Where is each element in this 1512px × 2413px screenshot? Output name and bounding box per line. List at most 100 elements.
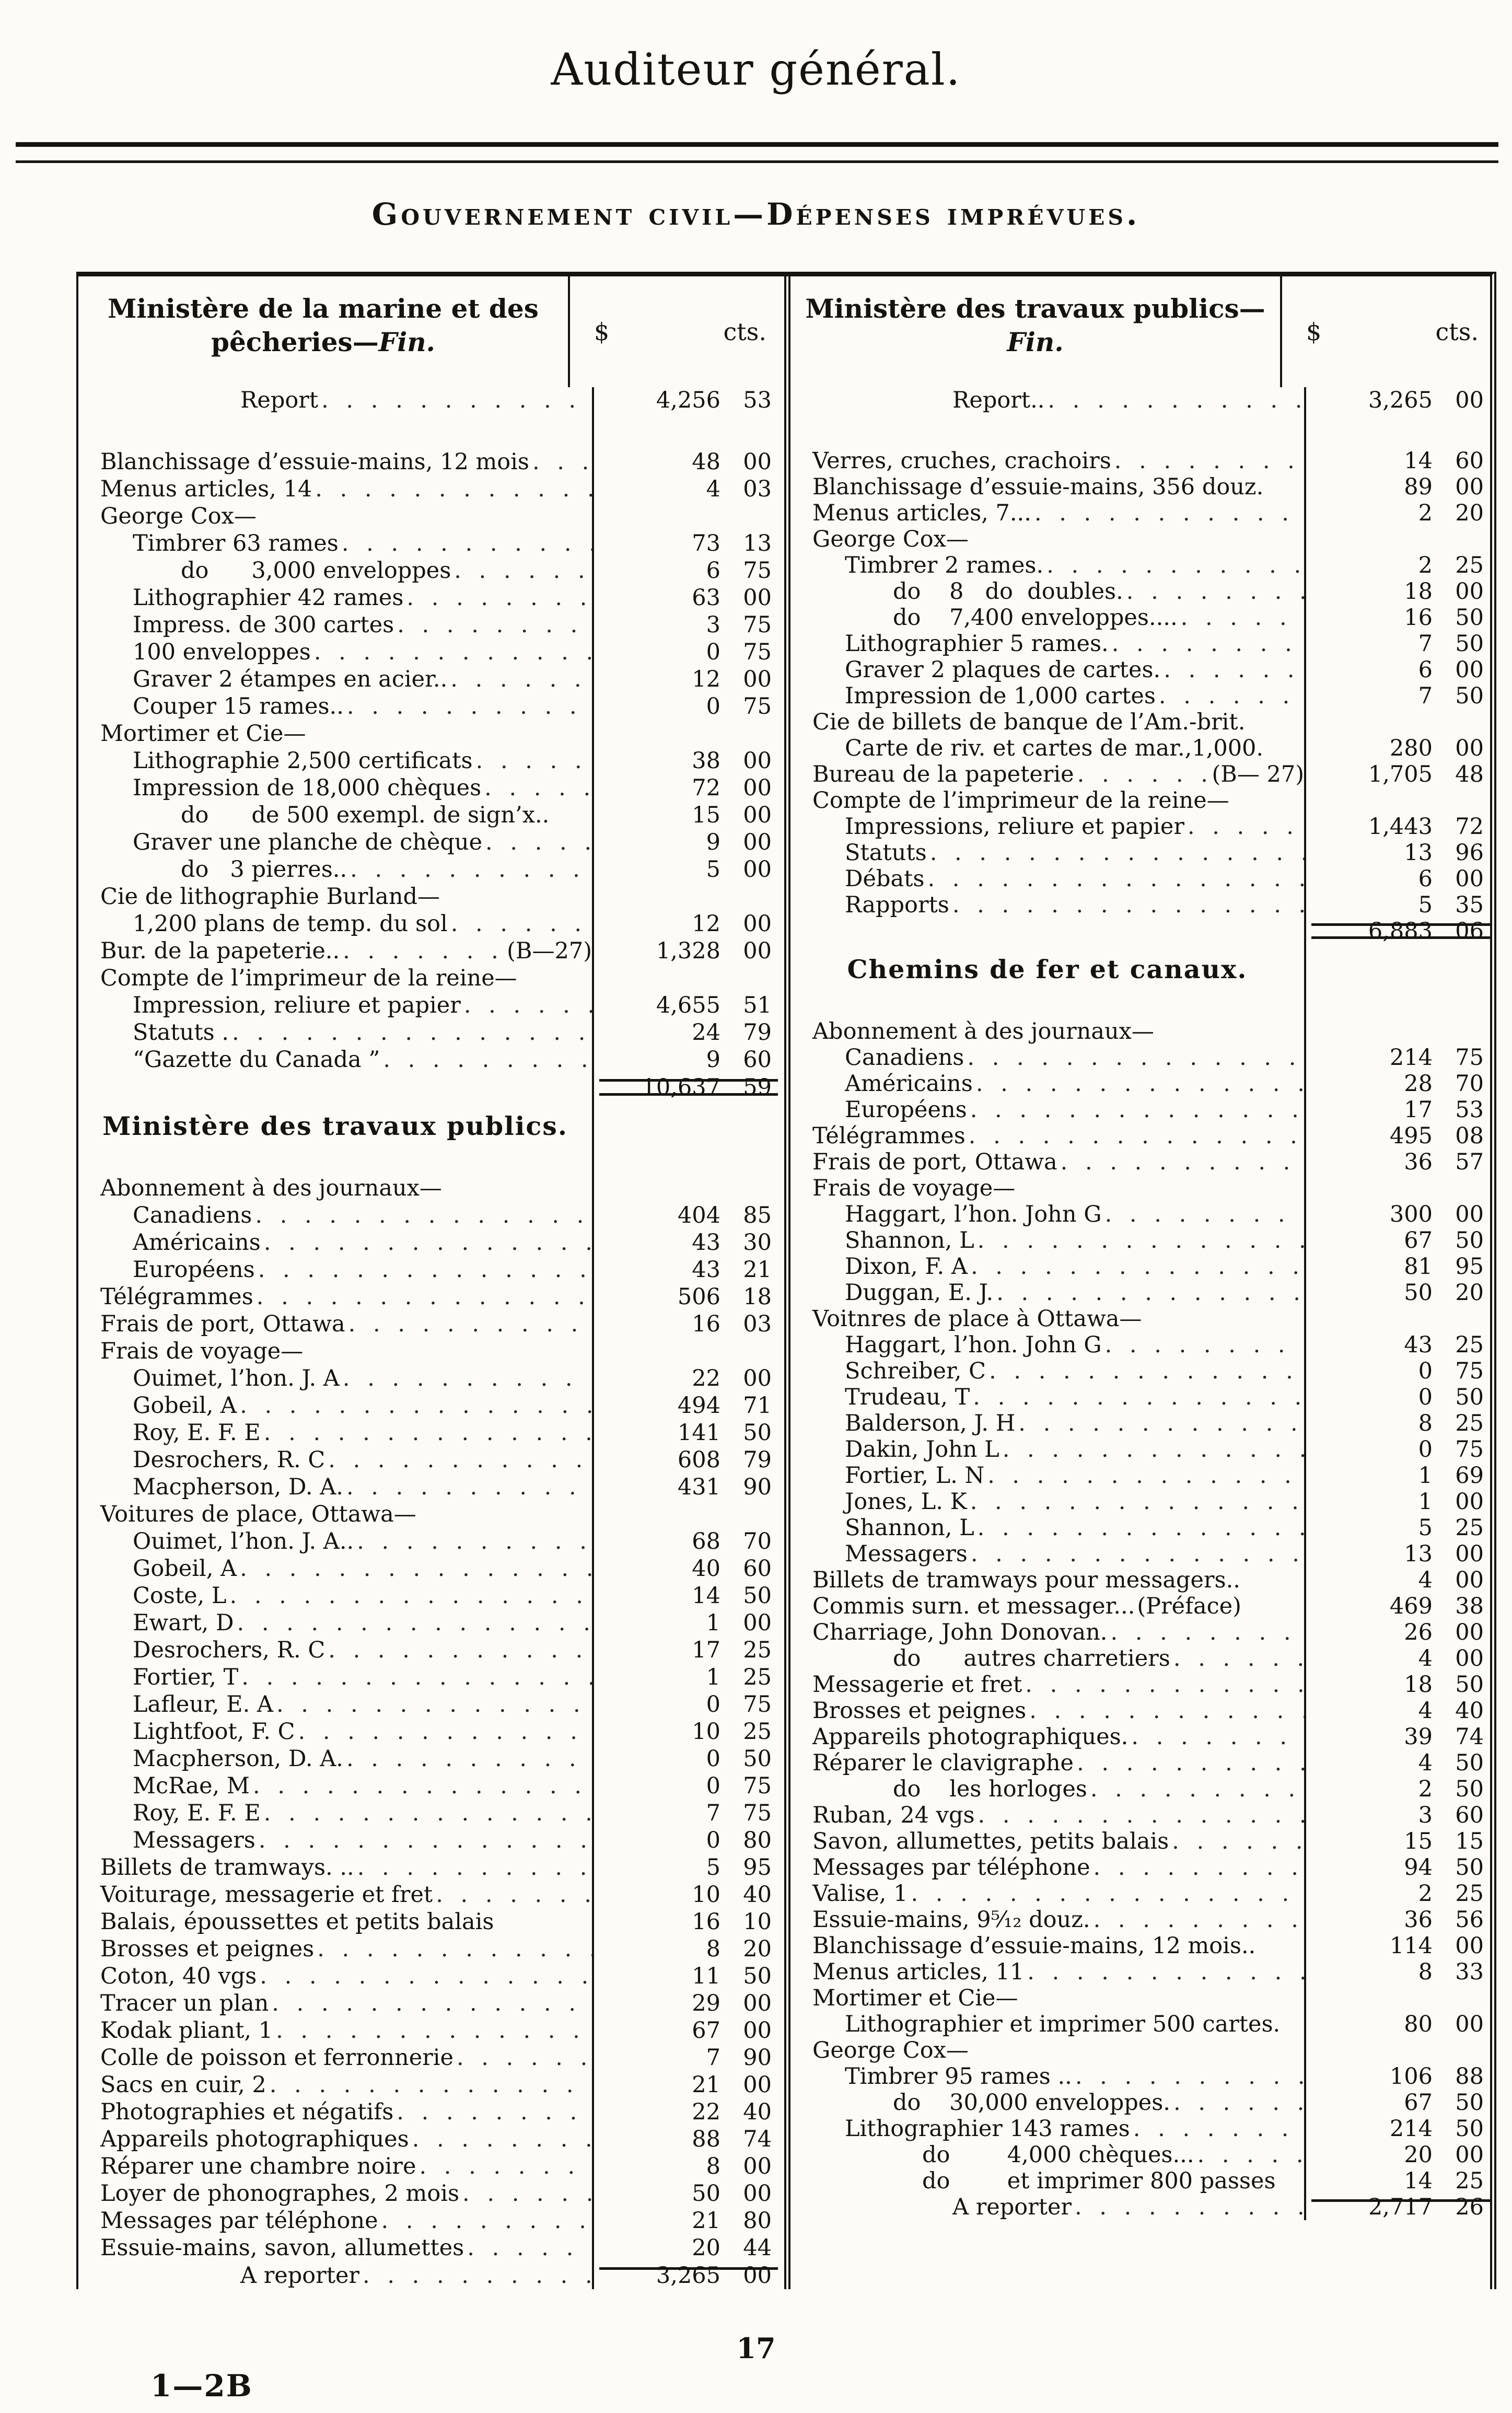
row-label-zone: Impress. de 300 cartes <box>78 612 592 639</box>
row-label: Abonnement à des journaux— <box>812 1018 1154 1045</box>
row-label: Canadiens <box>133 1202 252 1228</box>
row-amount <box>1304 994 1496 1018</box>
dot-leaders <box>226 1583 592 1609</box>
row-amount-dollars: 13 <box>1404 840 1433 866</box>
row-amount-dollars: 8 <box>706 2153 720 2179</box>
row-amount-cents: 70 <box>743 1528 772 1554</box>
left-section-title-line1: Ministère de la marine et des <box>108 293 539 324</box>
row-amount-dollars: 18 <box>1404 578 1433 605</box>
row-label-zone: do les horloges <box>790 1776 1304 1802</box>
row-amount-cents: 51 <box>743 992 772 1018</box>
row-amount-cents: 35 <box>1455 892 1484 918</box>
row-amount <box>592 1151 784 1175</box>
ledger-row: do les horloges 2 50 <box>790 1776 1496 1802</box>
ledger-row: do 3 pierres.. 5 00 <box>78 856 784 884</box>
row-label-zone: Ouimet, l’hon. J. A.. <box>78 1528 592 1556</box>
printer-signature: 1—2B <box>150 2368 253 2404</box>
row-amount-cents: 25 <box>1455 1515 1484 1541</box>
dot-leaders <box>949 892 1304 918</box>
row-label-suffix: (Préface) <box>1137 1593 1241 1619</box>
row-amount-dollars: 36 <box>1404 1149 1433 1175</box>
row-amount: 50 20 <box>1304 1280 1496 1306</box>
dot-leaders <box>394 612 592 638</box>
row-label-zone: Lithographier 5 rames. <box>790 631 1304 657</box>
row-label: Réparer le clavigraphe <box>812 1750 1074 1776</box>
dot-leaders <box>1107 1619 1304 1645</box>
row-amount-cents: 50 <box>1455 683 1484 709</box>
ledger-row: Impression de 18,000 chèques 72 00 <box>78 775 784 802</box>
row-amount: 6 00 <box>1304 657 1496 683</box>
row-label: Frais de voyage— <box>100 1338 304 1364</box>
row-label-zone: Mortimer et Cie— <box>790 1985 1304 2011</box>
row-amount-dollars: 300 <box>1389 1201 1433 1227</box>
row-label-zone: Loyer de phonographes, 2 mois <box>78 2180 592 2208</box>
row-amount-dollars: 2,717 <box>1368 2194 1433 2220</box>
ledger-row: “Gazette du Canada ” 9 60 <box>78 1047 784 1074</box>
ledger-row: Shannon, L 5 25 <box>790 1515 1496 1541</box>
ledger-row: Commis surn. et messager... (Préface) 469 3… <box>790 1593 1496 1619</box>
row-label: Commis surn. et messager... <box>812 1593 1135 1619</box>
dot-leaders <box>1074 761 1210 787</box>
row-label-zone: Messagers <box>78 1827 592 1854</box>
row-label-zone: Desrochers, R. C <box>78 1447 592 1474</box>
row-label: do de 500 exempl. de sign’x.. <box>181 802 550 828</box>
row-amount: 10,637 59 <box>592 1074 784 1101</box>
row-amount: 4 50 <box>1304 1750 1496 1776</box>
row-label-zone: Débats <box>790 866 1304 892</box>
ledger-row: Verres, cruches, crachoirs 14 60 <box>790 448 1496 474</box>
row-amount: 9 00 <box>592 829 784 856</box>
ledger-row: Débats 6 00 <box>790 866 1496 892</box>
row-label: Tracer un plan <box>100 1990 269 2016</box>
row-label: Statuts <box>845 840 927 866</box>
row-label: Essuie-mains, savon, allumettes <box>100 2235 464 2261</box>
ledger-row: Américains 43 30 <box>78 1229 784 1257</box>
row-amount <box>1304 2037 1496 2063</box>
row-label-zone: Schreiber, C <box>790 1358 1304 1384</box>
dot-leaders <box>261 1800 592 1826</box>
ledger-row: Roy, E. F. E 141 50 <box>78 1420 784 1447</box>
row-amount: 21 00 <box>592 2072 784 2099</box>
dot-leaders <box>311 639 592 665</box>
ledger-row: Haggart, l’hon. John G 300 00 <box>790 1201 1496 1227</box>
row-label: Frais de port, Ottawa <box>100 1311 345 1337</box>
row-amount: 2,717 26 <box>1304 2194 1496 2220</box>
row-amount-dollars: 15 <box>1404 1828 1433 1854</box>
dot-leaders <box>968 1541 1304 1567</box>
row-amount: 0 80 <box>592 1827 784 1854</box>
row-label: Balais, époussettes et petits balais <box>100 1909 494 1935</box>
ledger-row: Coton, 40 vgs 11 50 <box>78 1963 784 1990</box>
dot-leaders <box>1109 631 1304 657</box>
row-label-zone: 1,200 plans de temp. du sol <box>78 911 592 938</box>
row-amount-dollars: 8 <box>706 1936 720 1962</box>
group-label-row: Voitnres de place à Ottawa— <box>790 1306 1496 1332</box>
row-amount-dollars: 94 <box>1404 1854 1433 1881</box>
row-amount-cents: 59 <box>743 1074 772 1100</box>
row-label-zone: Réparer une chambre noire <box>78 2153 592 2180</box>
row-amount-cents: 40 <box>1455 1698 1484 1724</box>
ledger-row: Impress. de 300 cartes 3 75 <box>78 612 784 639</box>
row-label-zone: George Cox— <box>790 2037 1304 2063</box>
row-amount: 15 15 <box>1304 1828 1496 1854</box>
dot-leaders <box>343 1474 592 1500</box>
row-amount-dollars: 5 <box>706 1854 720 1881</box>
row-amount-cents: 79 <box>743 1447 772 1473</box>
row-amount-cents: 00 <box>1455 474 1484 500</box>
row-label: Bureau de la papeterie <box>812 761 1074 787</box>
row-label: Billets de tramways pour messagers.. <box>812 1567 1240 1593</box>
dot-leaders <box>447 666 592 692</box>
row-label: Timbrer 95 rames .. <box>845 2063 1072 2090</box>
row-label-zone: Impression de 18,000 chèques <box>78 775 592 802</box>
row-amount-dollars: 431 <box>677 1474 720 1500</box>
ledger-row: Gobeil, A 494 71 <box>78 1393 784 1420</box>
dot-leaders <box>409 2126 592 2152</box>
row-amount: 4 00 <box>1304 1567 1496 1593</box>
ledger-row: Schreiber, C 0 75 <box>790 1358 1496 1384</box>
row-amount-cents: 75 <box>743 612 772 638</box>
row-label-zone: Billets de tramways pour messagers.. <box>790 1567 1304 1593</box>
row-label: Coton, 40 vgs <box>100 1963 257 1989</box>
row-label-zone: Menus articles, 11 <box>790 1959 1304 1985</box>
row-amount-dollars: 469 <box>1389 1593 1433 1619</box>
row-amount-cents: 25 <box>1455 1410 1484 1436</box>
dot-leaders <box>312 476 592 502</box>
